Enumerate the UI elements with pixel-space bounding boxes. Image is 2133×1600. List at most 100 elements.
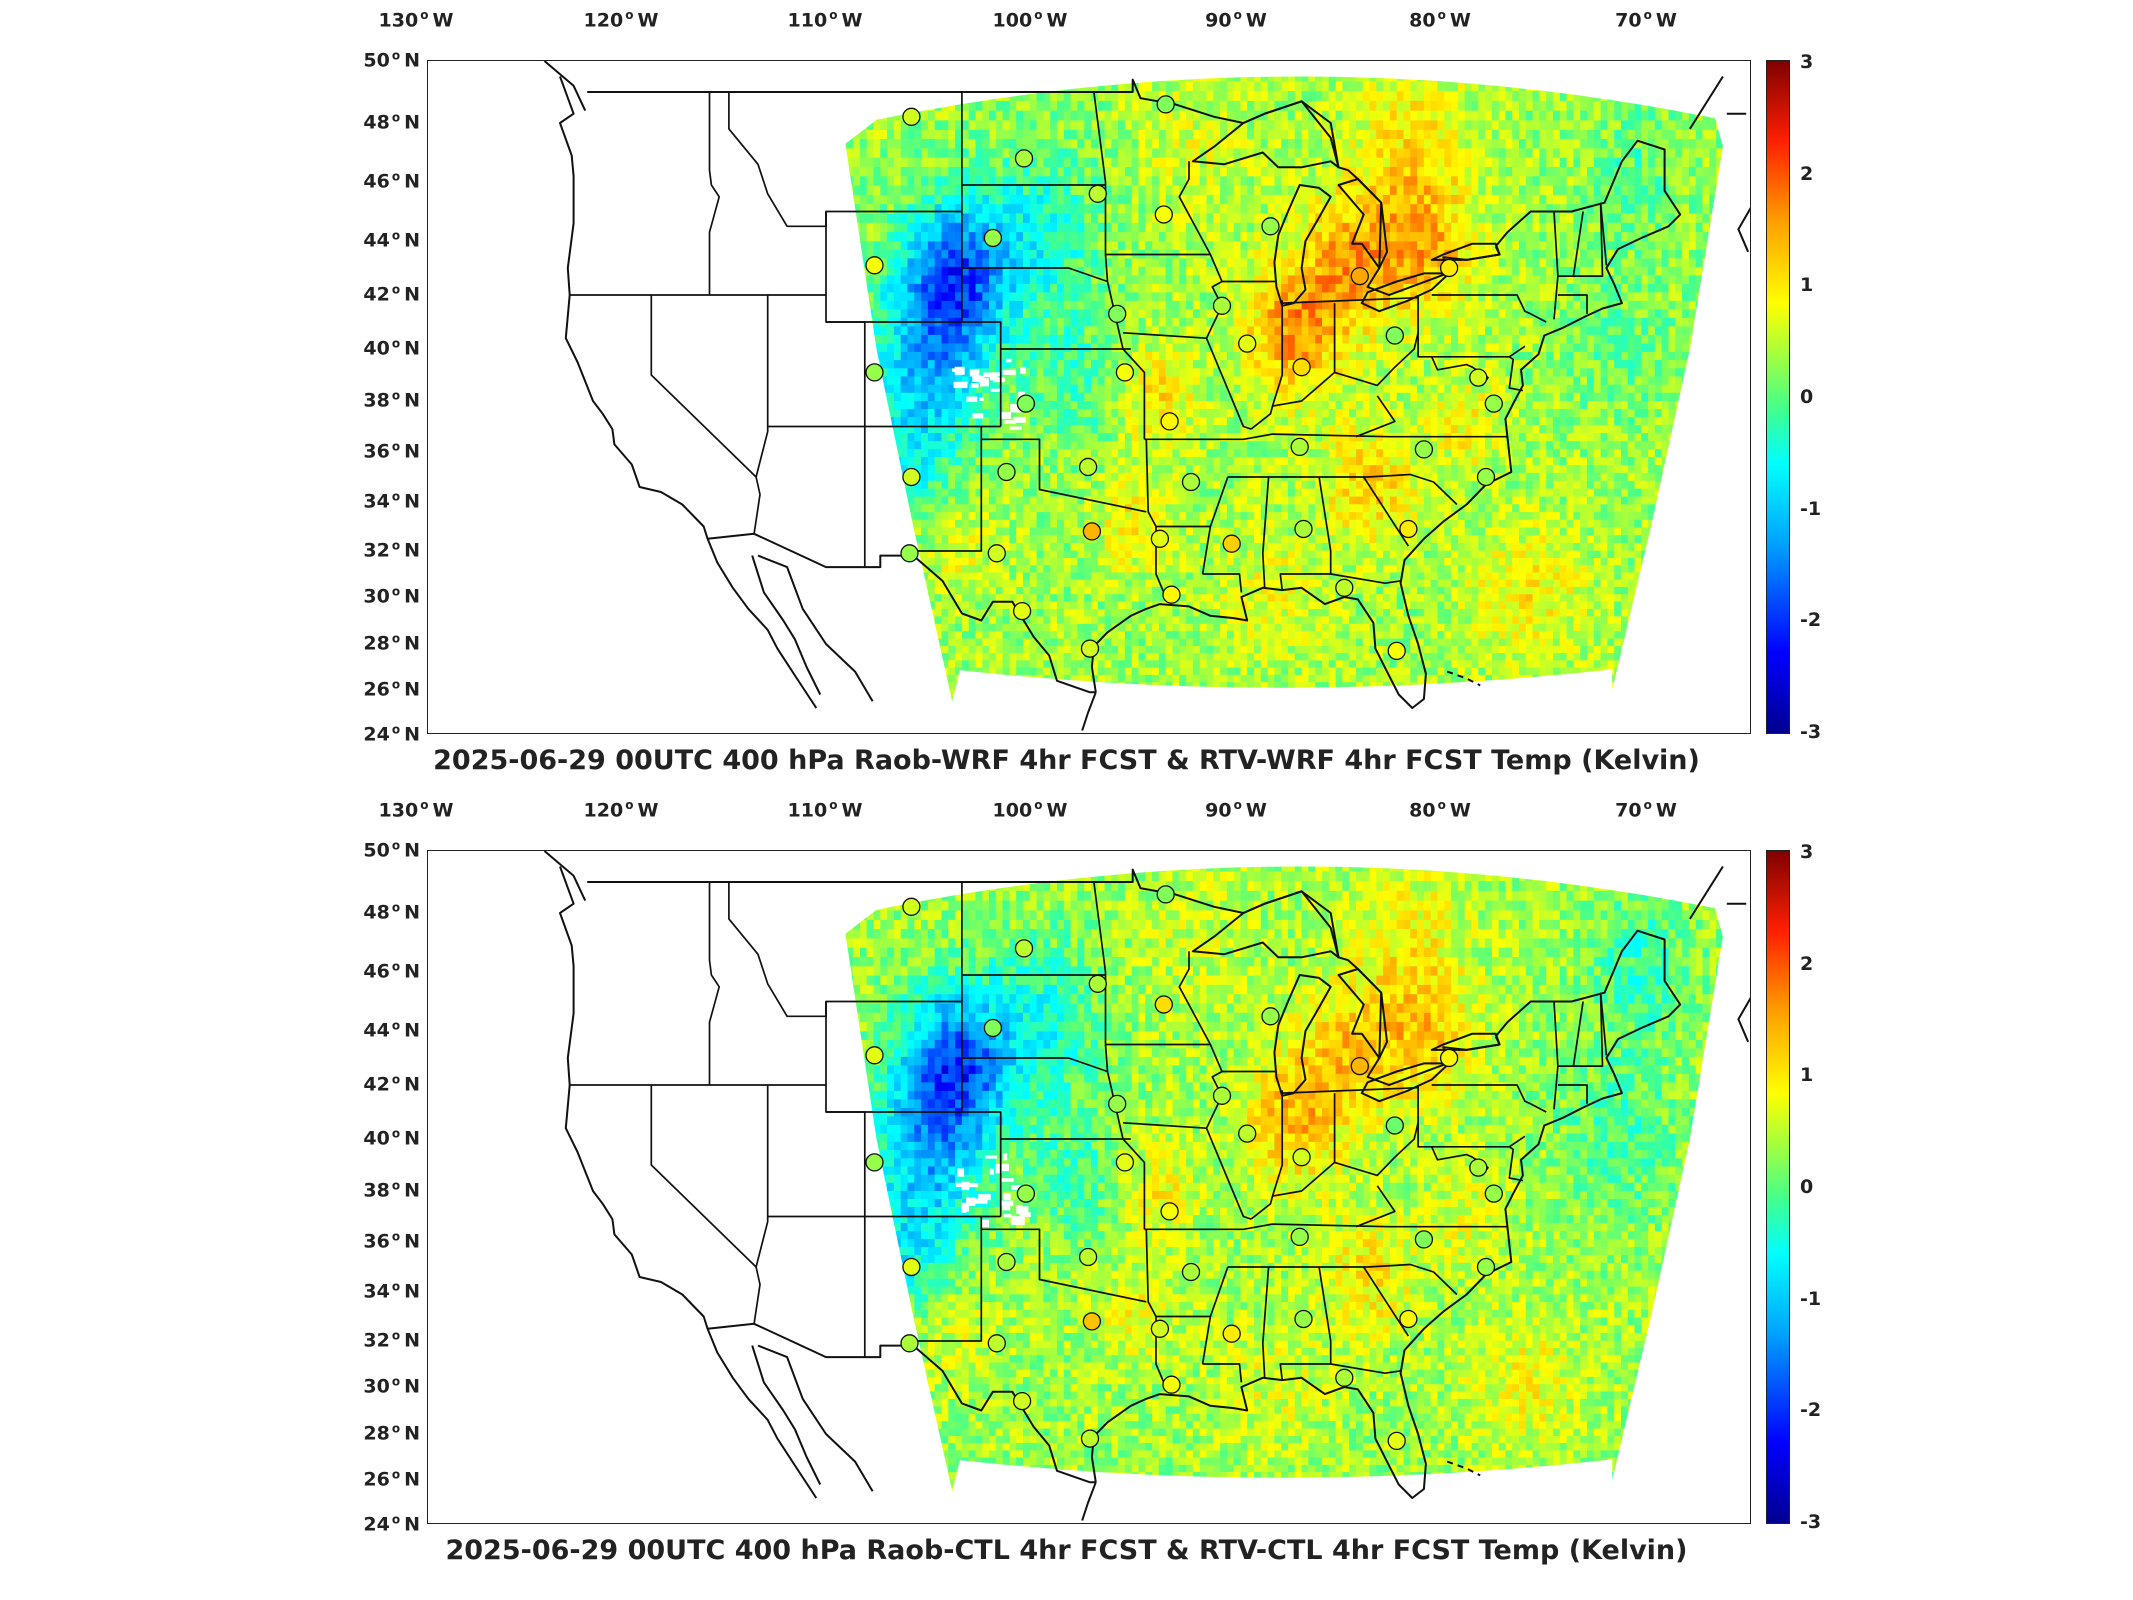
degree-symbol: o (1034, 798, 1042, 812)
raob-station-marker (1181, 1262, 1201, 1282)
raob-station-marker (902, 107, 921, 126)
longitude-tick-label: 130 o W (379, 798, 454, 821)
raob-station-marker (1414, 440, 1434, 459)
longitude-tick-label: 130 o W (379, 8, 454, 31)
degree-symbol: o (392, 722, 400, 736)
degree-symbol: o (392, 677, 400, 691)
raob-station-marker (1181, 472, 1201, 492)
raob-station-marker (900, 544, 919, 563)
latitude-tick-label: 34 o N (340, 1279, 420, 1302)
raob-station-marker (1080, 639, 1100, 658)
latitude-degree: 42 (363, 284, 389, 306)
longitude-tick-label: 120 o W (584, 798, 659, 821)
longitude-tick-label: 80 o W (1409, 8, 1471, 31)
longitude-degree: 90 (1205, 799, 1231, 821)
latitude-hemisphere: N (404, 1376, 420, 1398)
latitude-hemisphere: N (404, 633, 420, 655)
colorbar-tick-label: 0 (1800, 1176, 1813, 1198)
raob-station-marker (1160, 412, 1179, 431)
raob-station-marker (1082, 522, 1102, 541)
latitude-tick-label: 24 o N (340, 722, 420, 745)
latitude-degree: 50 (363, 50, 389, 72)
boundaries (543, 61, 1750, 731)
raob-station-marker (1439, 1048, 1459, 1068)
longitude-tick-label: 90 o W (1205, 8, 1267, 31)
degree-symbol: o (392, 1072, 400, 1086)
degree-symbol: o (1234, 798, 1242, 812)
latitude-tick-label: 50 o N (340, 48, 420, 71)
longitude-degree: 70 (1615, 799, 1641, 821)
longitude-tick-label: 90 o W (1205, 798, 1267, 821)
raob-station-marker (1080, 1429, 1100, 1448)
latitude-tick-label: 48 o N (340, 900, 420, 923)
raob-station-marker (1387, 1431, 1406, 1451)
degree-symbol: o (392, 336, 400, 350)
raob-station-marker (1150, 1319, 1170, 1338)
colorbar-tick-label: 1 (1800, 1064, 1813, 1086)
latitude-degree: 38 (363, 390, 389, 412)
longitude-hemisphere: W (1046, 799, 1067, 821)
raob-station-marker (1082, 1312, 1102, 1331)
colorbar-tick-label: -1 (1800, 1288, 1821, 1310)
raob-station-marker (1108, 304, 1127, 324)
degree-symbol: o (625, 8, 633, 22)
latitude-tick-label: 46 o N (340, 959, 420, 982)
latitude-hemisphere: N (404, 840, 420, 862)
latitude-tick-label: 28 o N (340, 631, 420, 654)
longitude-degree: 110 (788, 9, 828, 31)
latitude-tick-label: 50 o N (340, 838, 420, 861)
colorbar-tick-label: -2 (1800, 1399, 1821, 1421)
raob-station-marker (1078, 457, 1098, 477)
latitude-tick-label: 26 o N (340, 677, 420, 700)
latitude-tick-label: 44 o N (340, 1018, 420, 1041)
raob-station-marker (1469, 1158, 1488, 1177)
longitude-hemisphere: W (1046, 9, 1067, 31)
longitude-tick-label: 110 o W (788, 798, 863, 821)
temperature-field (845, 866, 1723, 1492)
colorbar-top (1766, 60, 1790, 734)
raob-station-marker (1012, 1391, 1032, 1411)
latitude-hemisphere: N (404, 338, 420, 360)
latitude-hemisphere: N (404, 586, 420, 608)
raob-station-marker (1350, 266, 1369, 286)
longitude-degree: 100 (993, 9, 1033, 31)
latitude-degree: 26 (363, 1469, 389, 1491)
latitude-degree: 34 (363, 491, 389, 513)
raob-station-marker (1238, 334, 1257, 353)
degree-symbol: o (1034, 8, 1042, 22)
degree-symbol: o (392, 959, 400, 973)
map-top (543, 61, 1750, 731)
colorbar-tick-label: 2 (1800, 163, 1813, 185)
degree-symbol: o (392, 1374, 400, 1388)
raob-station-marker (1385, 326, 1404, 345)
degree-symbol: o (392, 538, 400, 552)
longitude-tick-label: 110 o W (788, 8, 863, 31)
raob-station-marker (1154, 995, 1173, 1014)
map-bottom (543, 851, 1750, 1521)
raob-station-marker (900, 1334, 919, 1353)
latitude-tick-label: 32 o N (340, 538, 420, 561)
latitude-degree: 30 (363, 1376, 389, 1398)
latitude-hemisphere: N (404, 1469, 420, 1491)
longitude-degree: 70 (1615, 9, 1641, 31)
raob-station-marker (1294, 1309, 1313, 1329)
panel-bottom: 130 o W 120 o W 110 o W 100 o W 90 o W 80 o W 70 o W 50 o N 48 o… (0, 790, 2133, 1590)
colorbar-tick-label: -3 (1800, 1511, 1821, 1533)
raob-station-marker (1012, 601, 1032, 621)
degree-symbol: o (1644, 8, 1652, 22)
latitude-hemisphere: N (404, 540, 420, 562)
degree-symbol: o (392, 1229, 400, 1243)
latitude-tick-label: 34 o N (340, 489, 420, 512)
raob-station-marker (997, 1252, 1016, 1272)
degree-symbol: o (392, 439, 400, 453)
longitude-tick-label: 70 o W (1615, 8, 1677, 31)
degree-symbol: o (1644, 798, 1652, 812)
raob-station-marker (1212, 1086, 1232, 1105)
degree-symbol: o (625, 798, 633, 812)
raob-station-marker (1292, 1148, 1311, 1167)
raob-station-marker (1294, 519, 1313, 539)
longitude-hemisphere: W (841, 9, 862, 31)
latitude-tick-label: 40 o N (340, 336, 420, 359)
longitude-hemisphere: W (637, 9, 658, 31)
degree-symbol: o (392, 838, 400, 852)
